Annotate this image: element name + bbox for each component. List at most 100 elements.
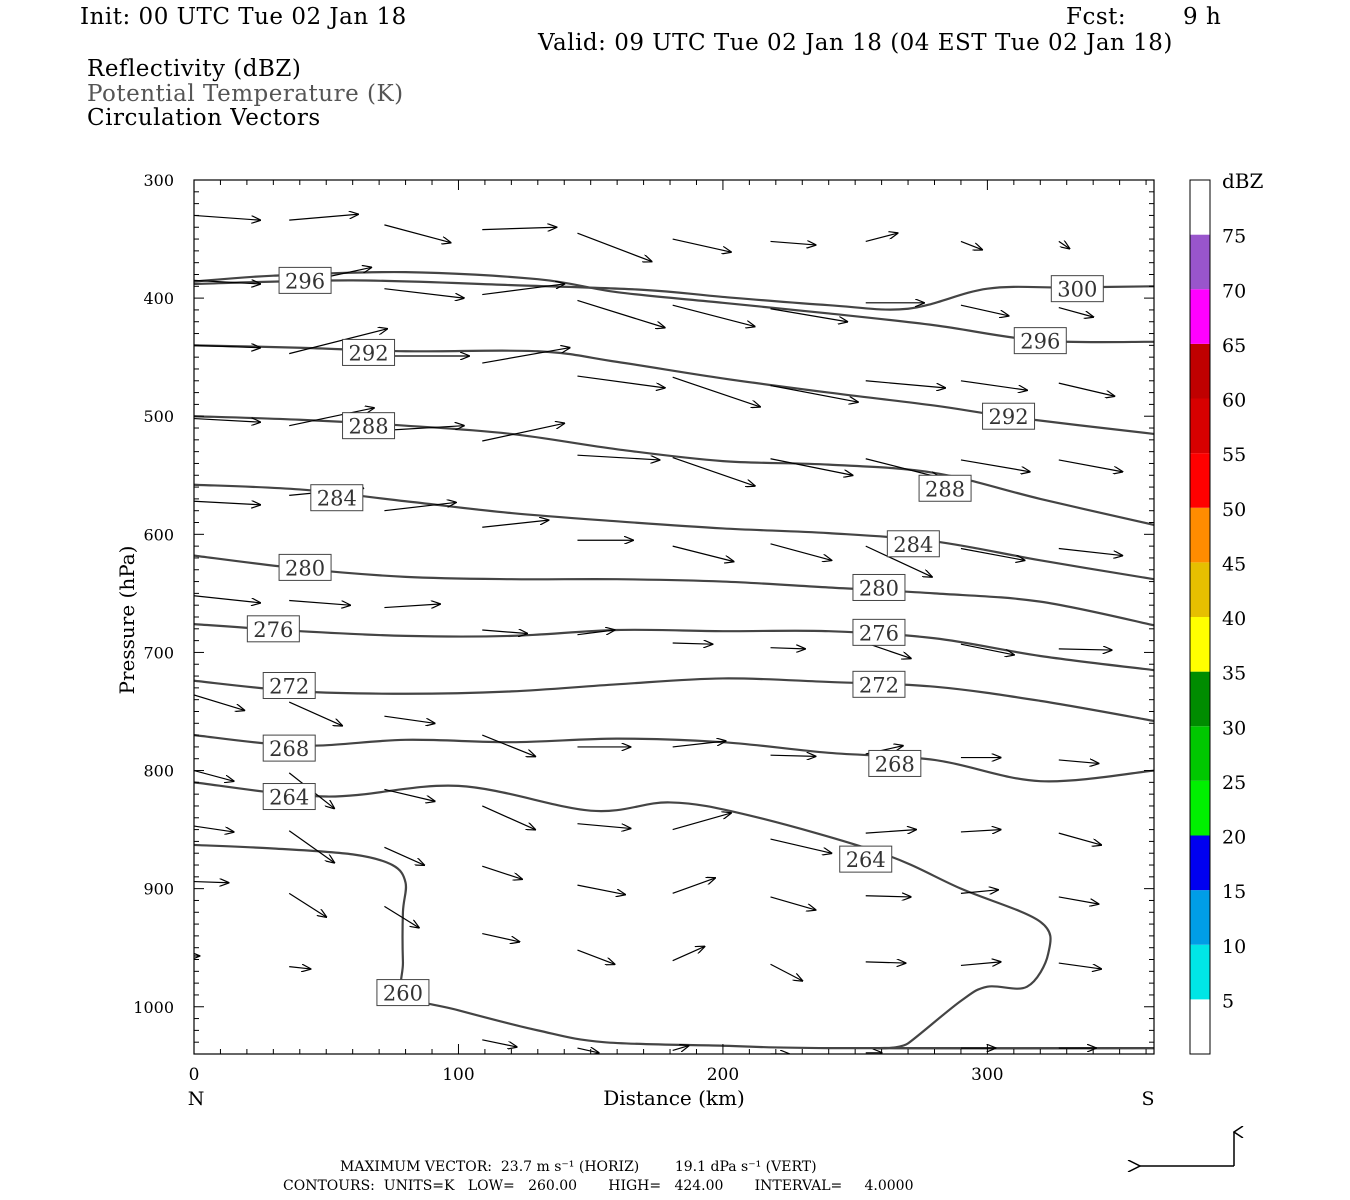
circulation-vector bbox=[482, 865, 522, 879]
circulation-vector bbox=[289, 967, 310, 969]
circulation-vector bbox=[577, 949, 614, 964]
colorbar-label: 35 bbox=[1222, 663, 1246, 685]
circulation-vector bbox=[384, 715, 434, 723]
contour-label: 260 bbox=[383, 982, 423, 1006]
circulation-vector bbox=[289, 408, 374, 427]
contour-label-box bbox=[262, 672, 316, 700]
circulation-vector bbox=[384, 788, 434, 801]
circulation-vector bbox=[577, 454, 659, 460]
contour-label: 284 bbox=[317, 487, 357, 511]
circulation-vector bbox=[960, 830, 1001, 832]
circulation-vector bbox=[384, 502, 455, 512]
colorbar-label: 45 bbox=[1222, 553, 1246, 575]
x-axis-title: Distance (km) bbox=[603, 1086, 745, 1110]
contour-label: 264 bbox=[846, 848, 886, 872]
circulation-vector bbox=[577, 1048, 598, 1053]
colorbar-label: 50 bbox=[1222, 499, 1246, 521]
circulation-vector bbox=[1058, 760, 1099, 764]
circulation-vector bbox=[672, 947, 705, 962]
circulation-vector bbox=[770, 838, 832, 853]
circulation-vector bbox=[384, 905, 418, 927]
circulation-vector bbox=[672, 643, 713, 644]
contour-label-box bbox=[852, 573, 906, 601]
colorbar-swatch bbox=[1190, 780, 1210, 836]
x-tick-label: 300 bbox=[971, 1065, 1003, 1085]
circulation-vector bbox=[289, 329, 387, 355]
y-tick-label: 1000 bbox=[133, 998, 174, 1017]
colorbar-swatch bbox=[1190, 890, 1210, 945]
contour-label: 288 bbox=[348, 415, 388, 439]
x-end-label-right: S bbox=[1141, 1088, 1154, 1110]
circulation-vector bbox=[672, 813, 731, 831]
circulation-vector bbox=[194, 214, 260, 220]
circulation-vector bbox=[384, 224, 450, 243]
theta-contour-296 bbox=[194, 270, 1154, 344]
colorbar-label: 75 bbox=[1222, 226, 1246, 248]
circulation-vector bbox=[1058, 962, 1101, 969]
y-axis-title: Pressure (hPa) bbox=[115, 546, 139, 695]
contour-label: 272 bbox=[859, 673, 899, 697]
circulation-vector bbox=[482, 1039, 516, 1047]
circulation-vector bbox=[960, 304, 1009, 316]
colorbar-swatch bbox=[1190, 617, 1210, 672]
contour-label: 284 bbox=[893, 533, 933, 557]
circulation-vector bbox=[289, 599, 350, 605]
colorbar-label: 70 bbox=[1222, 280, 1246, 302]
contour-label: 268 bbox=[269, 737, 309, 761]
circulation-vector bbox=[577, 884, 625, 894]
circulation-vector bbox=[482, 284, 564, 296]
circulation-vector bbox=[960, 643, 1014, 655]
field-circulation-vectors: Circulation Vectors bbox=[87, 105, 321, 131]
colorbar-swatch bbox=[1190, 835, 1210, 891]
circulation-vector bbox=[1058, 832, 1101, 845]
contour-label-box bbox=[868, 749, 922, 777]
colorbar-label: 40 bbox=[1222, 608, 1246, 630]
circulation-vector bbox=[865, 458, 940, 478]
contour-label-box bbox=[342, 412, 396, 440]
theta-contour-280 bbox=[194, 554, 1154, 627]
x-tick-label: 200 bbox=[707, 1065, 739, 1085]
valid-time: Valid: 09 UTC Tue 02 Jan 18 (04 EST Tue … bbox=[538, 30, 1173, 56]
contour-label-box bbox=[278, 266, 332, 294]
circulation-vector bbox=[672, 1046, 689, 1051]
colorbar-swatch bbox=[1190, 180, 1210, 235]
circulation-vector bbox=[672, 456, 755, 486]
circulation-vector bbox=[194, 280, 260, 284]
forecast-hour: 9 h bbox=[1183, 4, 1222, 30]
circulation-vector bbox=[482, 630, 527, 634]
theta-contour-272 bbox=[194, 677, 1154, 723]
circulation-vector bbox=[194, 501, 260, 505]
circulation-vector bbox=[482, 932, 519, 942]
circulation-vector bbox=[577, 299, 664, 327]
circulation-vector bbox=[770, 241, 816, 245]
circulation-vector bbox=[384, 604, 440, 608]
circulation-vector bbox=[482, 734, 535, 756]
circulation-vector bbox=[1058, 241, 1070, 248]
circulation-vector bbox=[770, 458, 853, 476]
circulation-vector bbox=[194, 419, 260, 423]
colorbar-swatch bbox=[1190, 944, 1210, 1000]
colorbar-swatch bbox=[1190, 343, 1210, 399]
circulation-vector bbox=[194, 825, 234, 832]
circulation-vector bbox=[482, 805, 535, 830]
circulation-vector bbox=[384, 288, 463, 298]
circulation-vector bbox=[194, 694, 244, 710]
contour-label-box bbox=[310, 484, 364, 512]
contour-label: 268 bbox=[875, 752, 915, 776]
footer-contours: CONTOURS: UNITS=K LOW= 260.00 HIGH= 424.… bbox=[283, 1178, 914, 1194]
plot-frame bbox=[193, 179, 1155, 1055]
contour-label-box bbox=[246, 615, 300, 643]
circulation-vector bbox=[1058, 306, 1093, 317]
circulation-vector bbox=[482, 520, 548, 528]
colorbar-swatch bbox=[1190, 234, 1210, 290]
circulation-vector bbox=[1058, 896, 1099, 904]
contour-label: 292 bbox=[988, 405, 1028, 429]
contour-label-box bbox=[262, 734, 316, 762]
colorbar-swatch bbox=[1190, 507, 1210, 563]
circulation-vector bbox=[194, 769, 234, 782]
circulation-vector bbox=[1058, 382, 1115, 396]
colorbar-label: 20 bbox=[1222, 827, 1246, 849]
y-tick-label: 400 bbox=[143, 289, 174, 308]
field-reflectivity: Reflectivity (dBZ) bbox=[87, 56, 302, 82]
theta-contour-260 bbox=[194, 843, 1154, 1050]
